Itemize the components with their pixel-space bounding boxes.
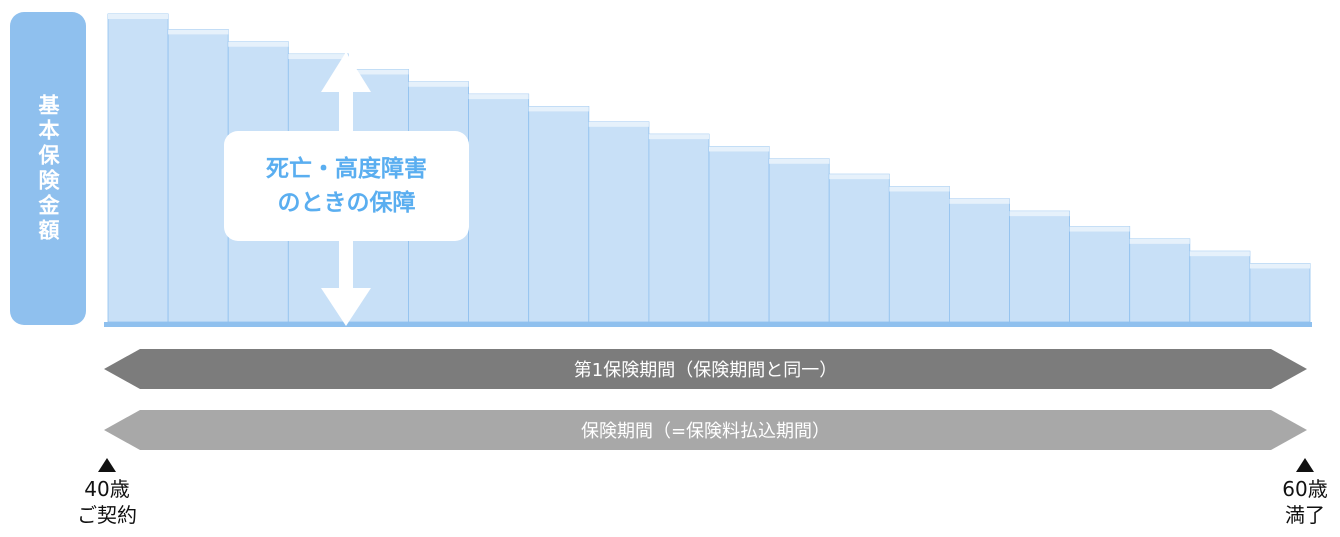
insurance-period-label: 保険期間（=保険料払込期間）: [580, 421, 831, 442]
coverage-bar-top: [348, 69, 409, 75]
end-marker: 60歳 満了: [1250, 458, 1340, 528]
double-arrow-head-up: [321, 52, 371, 92]
coverage-bar-top: [528, 106, 589, 112]
bars-group: [104, 13, 1312, 327]
coverage-bar-top: [769, 158, 830, 164]
coverage-bar-top: [468, 94, 529, 100]
coverage-label-line-1: 死亡・高度障害: [266, 156, 427, 182]
coverage-bar-top: [949, 198, 1010, 204]
coverage-bar-top: [408, 81, 469, 87]
triangle-up-icon: [98, 458, 116, 472]
insurance-period-arrow: 保険期間（=保険料払込期間）: [104, 410, 1307, 450]
coverage-bar: [1069, 226, 1131, 323]
double-arrow-head-down: [321, 288, 371, 326]
coverage-bar-top: [1249, 263, 1310, 269]
coverage-bar: [768, 158, 830, 323]
triangle-up-icon: [1296, 458, 1314, 472]
coverage-bar: [648, 133, 710, 323]
start-marker: 40歳 ご契約: [52, 458, 162, 528]
coverage-bar: [107, 13, 169, 323]
start-age-label: 40歳: [84, 477, 130, 501]
coverage-bar-top: [588, 121, 649, 127]
start-caption: ご契約: [77, 503, 137, 527]
first-insurance-period-label: 第1保険期間（保険期間と同一）: [573, 360, 838, 381]
coverage-bar-top: [168, 29, 229, 35]
end-age-label: 60歳: [1282, 477, 1328, 501]
y-axis-label-box: 基本保険金額: [10, 12, 86, 325]
coverage-bar-top: [829, 174, 890, 180]
coverage-bar-chart: [104, 13, 1312, 327]
coverage-bar: [828, 173, 890, 323]
coverage-label-line-2: のときの保障: [277, 190, 416, 216]
coverage-bar-top: [709, 146, 770, 152]
coverage-bar-top: [228, 41, 289, 47]
coverage-bar: [708, 146, 770, 323]
coverage-bar: [528, 106, 590, 323]
coverage-bar-top: [1009, 211, 1070, 217]
first-insurance-period-arrow: 第1保険期間（保険期間と同一）: [104, 349, 1307, 389]
coverage-bar: [1249, 263, 1311, 323]
coverage-bar: [949, 198, 1010, 323]
coverage-bar: [468, 93, 530, 323]
coverage-bar: [888, 186, 950, 323]
coverage-bar: [1009, 210, 1070, 323]
coverage-bar-top: [108, 14, 169, 19]
coverage-bar: [1129, 238, 1191, 323]
coverage-bar-top: [1069, 226, 1130, 232]
end-caption: 満了: [1285, 503, 1325, 527]
coverage-bar-top: [648, 134, 709, 140]
coverage-bar-top: [1189, 251, 1250, 257]
y-axis-label: 基本保険金額: [36, 93, 60, 244]
coverage-bar-top: [1129, 238, 1190, 244]
coverage-bar-top: [889, 186, 950, 192]
coverage-label-box: 死亡・高度障害 のときの保障: [224, 131, 469, 241]
coverage-bar: [1189, 250, 1251, 323]
coverage-bar: [588, 121, 650, 323]
coverage-bar: [167, 28, 229, 323]
coverage-bar-top: [288, 54, 349, 60]
bars-baseline: [104, 322, 1312, 327]
